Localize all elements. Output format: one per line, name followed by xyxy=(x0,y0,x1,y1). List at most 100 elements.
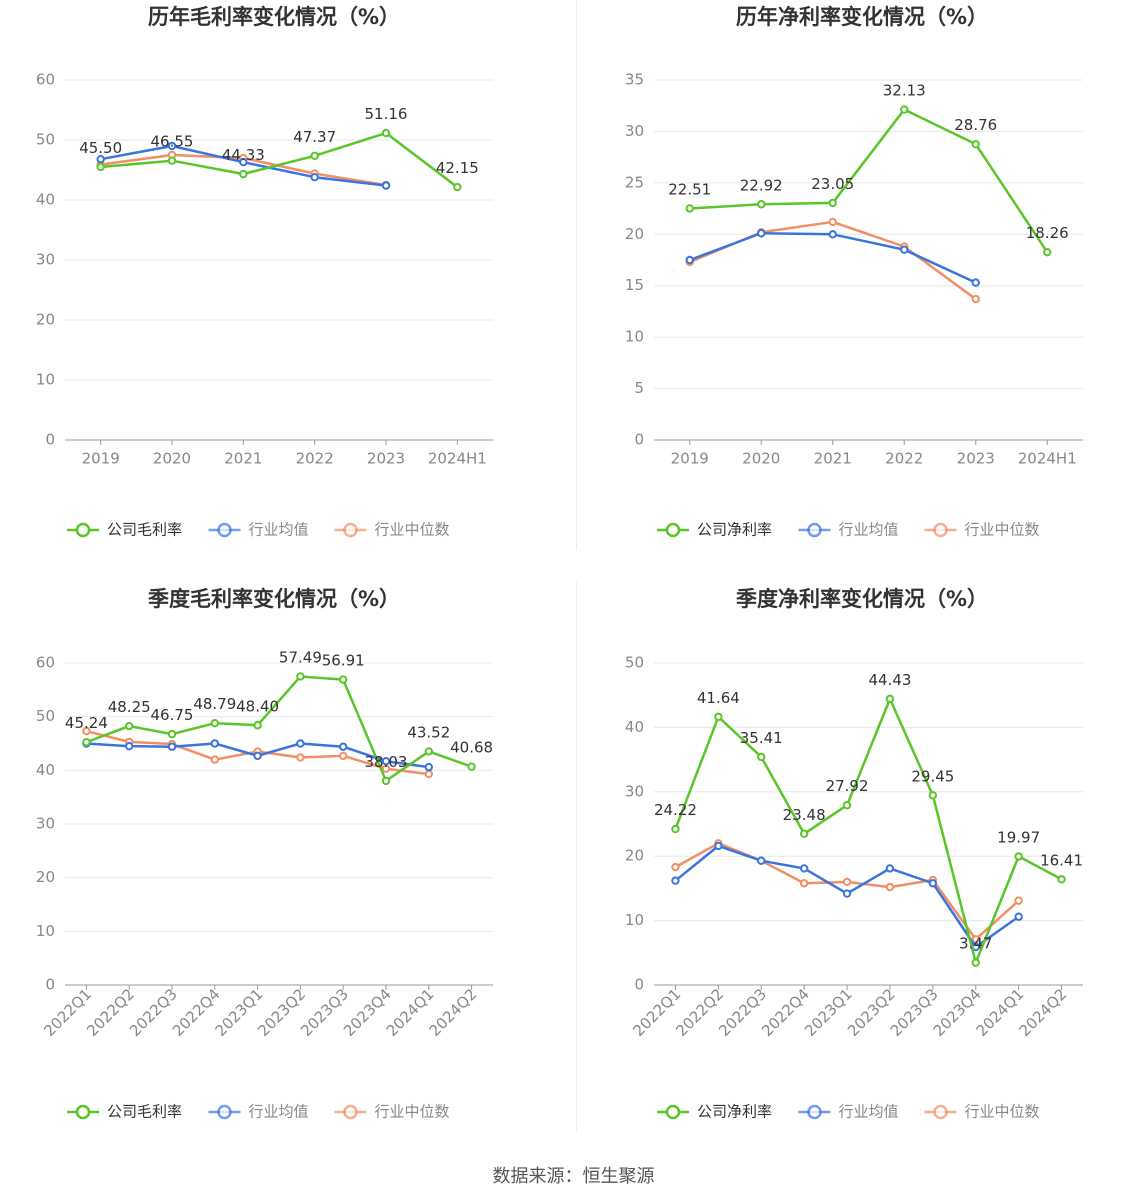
x-tick-label: 2024H1 xyxy=(1018,450,1077,468)
y-tick-label: 30 xyxy=(36,251,55,269)
y-tick-label: 10 xyxy=(625,328,644,346)
y-tick-label: 0 xyxy=(45,976,55,994)
legend-item-company: 公司毛利率 xyxy=(67,521,182,539)
series-line-company xyxy=(85,675,473,783)
chart-annual-gross: 历年毛利率变化情况（%） 0 10 20 30 40 50 60 2019 2020 2021 202… xyxy=(36,5,493,539)
data-point-company xyxy=(239,169,248,179)
data-label: 48.79 xyxy=(193,695,236,713)
x-tick-label: 2022 xyxy=(296,450,334,468)
x-tick-label: 2019 xyxy=(82,450,120,468)
data-point-avg xyxy=(1014,912,1023,921)
legend-marker xyxy=(807,1104,822,1120)
data-point-company xyxy=(1014,852,1023,861)
data-point-avg xyxy=(239,158,248,167)
data-label: 43.52 xyxy=(407,723,450,741)
y-tick-label: 20 xyxy=(36,868,55,886)
y-tick-label: 50 xyxy=(625,654,644,672)
data-point-avg xyxy=(381,181,391,190)
legend-label: 行业中位数 xyxy=(965,1103,1040,1121)
chart-quarterly-gross: 季度毛利率变化情况（%）01020304050602022Q12022Q2202… xyxy=(36,587,493,1121)
chart-title: 历年毛利率变化情况（%） xyxy=(148,5,400,29)
data-point-company xyxy=(381,128,391,138)
data-point-avg xyxy=(757,229,766,238)
y-tick-label: 40 xyxy=(36,191,55,209)
legend-item-avg: 行业均值 xyxy=(208,1103,309,1121)
data-point-company xyxy=(253,721,262,730)
y-tick-label: 0 xyxy=(634,431,644,449)
data-point-company xyxy=(210,718,220,728)
data-label: 22.51 xyxy=(668,180,711,198)
data-label: 29.45 xyxy=(911,767,954,785)
data-label: 23.48 xyxy=(783,806,826,824)
legend-marker xyxy=(933,522,948,538)
data-point-avg xyxy=(885,864,895,873)
data-point-company xyxy=(96,162,105,172)
data-label: 45.24 xyxy=(65,714,108,732)
data-label: 3.47 xyxy=(959,935,992,953)
data-point-company xyxy=(82,738,91,747)
series-line-avg xyxy=(689,232,977,284)
data-point-company xyxy=(900,105,909,114)
data-point-avg xyxy=(671,876,680,885)
data-point-avg xyxy=(339,742,348,751)
y-tick-label: 30 xyxy=(36,815,55,833)
legend-item-avg: 行业均值 xyxy=(208,521,309,539)
x-tick-label: 2021 xyxy=(814,450,852,468)
data-point-median xyxy=(82,726,91,736)
y-tick-label: 20 xyxy=(625,847,644,865)
chart-quarterly-net: 季度净利率变化情况（%）010203040502022Q12022Q22022Q… xyxy=(625,587,1083,1121)
data-point-company xyxy=(685,204,694,213)
data-point-avg xyxy=(424,762,433,772)
data-point-median xyxy=(971,935,980,944)
legend-label: 公司净利率 xyxy=(697,1103,772,1121)
data-point-avg xyxy=(381,757,391,766)
x-tick-label: 2020 xyxy=(742,450,780,468)
data-point-company xyxy=(1057,875,1066,884)
data-point-median xyxy=(424,769,433,779)
legend-label: 行业中位数 xyxy=(375,1103,450,1121)
legend-label: 行业均值 xyxy=(839,521,899,539)
y-tick-label: 20 xyxy=(36,311,55,329)
y-tick-label: 15 xyxy=(625,276,644,294)
data-label: 32.13 xyxy=(883,82,926,100)
data-label: 16.41 xyxy=(1040,851,1083,869)
data-label: 28.76 xyxy=(954,116,997,134)
y-tick-label: 30 xyxy=(625,782,644,800)
y-tick-label: 60 xyxy=(36,654,55,672)
legend-marker xyxy=(343,522,358,538)
data-point-avg xyxy=(757,856,766,865)
y-tick-label: 25 xyxy=(625,173,644,191)
x-tick-label: 2019 xyxy=(671,450,709,468)
y-tick-label: 35 xyxy=(625,71,644,89)
legend-item-median: 行业中位数 xyxy=(334,521,450,539)
data-point-company xyxy=(842,800,852,810)
data-point-company xyxy=(296,672,305,681)
data-point-avg xyxy=(714,841,723,851)
legend-marker xyxy=(807,522,822,538)
data-label: 27.92 xyxy=(826,777,869,795)
legend-item-median: 行业中位数 xyxy=(924,1103,1040,1121)
y-tick-label: 50 xyxy=(36,707,55,725)
legend-item-company: 公司净利率 xyxy=(657,521,772,539)
y-tick-label: 30 xyxy=(625,122,644,140)
x-tick-label: 2023 xyxy=(367,450,405,468)
legend-label: 公司净利率 xyxy=(697,521,772,539)
data-label: 18.26 xyxy=(1026,224,1069,242)
data-point-company xyxy=(424,747,433,756)
data-label: 47.37 xyxy=(293,128,336,146)
data-point-avg xyxy=(799,864,809,873)
data-point-avg xyxy=(167,742,177,751)
data-point-company xyxy=(828,198,837,208)
data-label: 48.25 xyxy=(108,698,151,716)
data-point-median xyxy=(210,755,220,764)
legend-marker xyxy=(665,1104,681,1120)
data-point-avg xyxy=(96,155,105,164)
data-point-avg xyxy=(310,173,319,182)
data-label: 40.68 xyxy=(450,739,493,757)
data-point-avg xyxy=(125,741,134,751)
data-point-median xyxy=(1014,896,1023,905)
data-point-company xyxy=(885,694,895,704)
legend-label: 公司毛利率 xyxy=(107,521,182,539)
data-point-company xyxy=(757,200,766,209)
